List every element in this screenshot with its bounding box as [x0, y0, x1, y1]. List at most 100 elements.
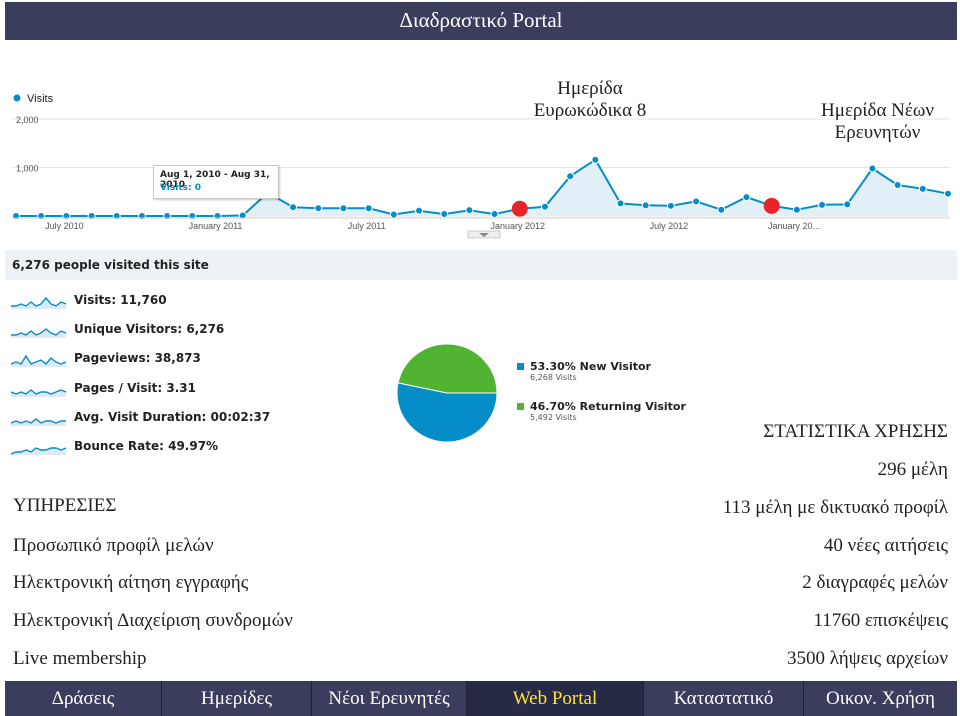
stat-item: 113 μέλη με δικτυακό προφίλ [722, 497, 948, 518]
chevron-down-icon [479, 233, 489, 237]
tooltip-date: Aug 1, 2010 - Aug 31, 2010 [160, 170, 270, 190]
sparkline-area [11, 329, 66, 339]
service-item[interactable]: Προσωπικό προφίλ μελών [13, 535, 214, 556]
audience-headline: 6,276 people visited this site [12, 258, 209, 272]
stat-item: 2 διαγραφές μελών [802, 572, 948, 593]
visitor-pie-chart [396, 343, 498, 443]
sparkline-area [11, 418, 66, 426]
data-point [742, 193, 751, 202]
metric-row: Unique Visitors: 6,276 [8, 319, 308, 339]
chart-tooltip: Aug 1, 2010 - Aug 31, 2010 Visits: 0 [153, 165, 279, 199]
service-item[interactable]: Ηλεκτρονική Διαχείριση συνδρομών [13, 610, 293, 631]
data-point [616, 199, 625, 208]
window-title: Διαδραστικό Portal [399, 8, 563, 32]
metric-label: Bounce Rate: 49.97% [74, 439, 219, 453]
nav-item-web-portal[interactable]: Web Portal [467, 681, 644, 716]
sparkline-area [11, 298, 66, 309]
legend-new-visitor: 53.30% New Visitor 6,268 Visits [517, 360, 651, 382]
stat-item: 11760 επισκέψεις [813, 610, 948, 631]
metric-row: Visits: 11,760 [8, 290, 308, 310]
data-point [314, 204, 323, 213]
nav-item-financial-use[interactable]: Οικον. Χρήση [826, 687, 935, 709]
nav-item-actions[interactable]: Δράσεις [5, 681, 162, 716]
sparkline-icon [10, 447, 67, 455]
stat-item: 296 μέλη [877, 459, 948, 480]
data-point [717, 205, 726, 214]
x-tick-label: July 2011 [348, 221, 386, 231]
data-point [540, 202, 549, 211]
sparkline-icon [10, 388, 67, 397]
highlighted-point [511, 200, 528, 217]
sparkline-icon [11, 296, 67, 309]
annotation-young-researchers: Ημερίδα Νέων Ερευνητών [800, 100, 955, 144]
legend-returning-pct: 46.70% [530, 400, 576, 413]
x-tick-label: July 2012 [650, 221, 689, 231]
legend-dot [13, 94, 21, 102]
data-point [364, 204, 373, 213]
chart-legend-label: Visits [27, 93, 54, 105]
nav-item-seminars[interactable]: Ημερίδες [162, 681, 312, 716]
service-item[interactable]: Live membership [13, 648, 147, 669]
metric-row: Pageviews: 38,873 [8, 348, 308, 368]
data-point [465, 206, 474, 215]
stat-item: 40 νέες αιτήσεις [823, 535, 948, 556]
legend-new-name: New Visitor [579, 360, 651, 373]
sparkline-icon [10, 355, 67, 368]
visits-chart-svg: Visits 2,000 1,000 July 2010 January 2011 Jul… [12, 93, 952, 239]
y-tick-label: 2,000 [16, 115, 39, 125]
bottom-nav: Δράσεις Ημερίδες Νέοι Ερευνητές Web Port… [5, 681, 957, 716]
y-tick-label: 1,000 [16, 164, 39, 174]
data-point [918, 184, 927, 193]
data-point [641, 201, 650, 210]
stats-heading: ΣΤΑΤΙΣΤΙΚΑ ΧΡΗΣΗΣ [763, 421, 948, 442]
services-heading: ΥΠΗΡΕΣΙΕΣ [13, 495, 117, 516]
legend-returning-name: Returning Visitor [579, 400, 686, 413]
stat-item: 3500 λήψεις αρχείων [786, 648, 948, 669]
data-point [440, 210, 449, 219]
legend-returning-visitor: 46.70% Returning Visitor 5,492 Visits [517, 400, 686, 422]
sparkline-icon [10, 417, 66, 426]
service-item[interactable]: Ηλεκτρονική αίτηση εγγραφής [13, 572, 249, 593]
data-point [238, 211, 247, 220]
sparkline-icon [11, 328, 67, 339]
sparkline-area [11, 448, 66, 455]
sparkline-line [10, 417, 66, 424]
x-tick-label: January 2011 [189, 221, 243, 231]
tooltip-value: Visits: 0 [160, 183, 201, 193]
legend-new-sub: 6,268 Visits [530, 373, 577, 382]
data-point [591, 155, 600, 164]
data-point [339, 204, 348, 213]
data-point [843, 200, 852, 209]
metric-label: Pages / Visit: 3.31 [74, 380, 196, 395]
data-point [792, 205, 801, 214]
data-point [868, 164, 877, 173]
metric-row: Avg. Visit Duration: 00:02:37 [8, 407, 308, 427]
annotation-young-researchers-text: Ημερίδα Νέων Ερευνητών [821, 100, 934, 143]
data-point [692, 197, 701, 206]
audience-summary-bar: 6,276 people visited this site [5, 250, 957, 280]
data-point [490, 210, 499, 219]
legend-new-pct: 53.30% [530, 360, 576, 373]
visits-chart: Visits 2,000 1,000 July 2010 January 2011 Jul… [0, 40, 960, 250]
sparkline-line [10, 447, 67, 455]
metric-label: Pageviews: 38,873 [74, 351, 201, 366]
data-point [893, 180, 902, 189]
nav-item-statute[interactable]: Καταστατικό [644, 681, 804, 716]
title-bar: Διαδραστικό Portal [5, 2, 957, 40]
metric-label: Avg. Visit Duration: 00:02:37 [74, 409, 271, 424]
annotation-eurocode: Ημερίδα Ευρωκώδικα 8 [515, 78, 665, 122]
legend-swatch-new [517, 363, 524, 370]
annotation-eurocode-text: Ημερίδα Ευρωκώδικα 8 [533, 78, 647, 121]
pie-slice [397, 343, 498, 394]
metric-label: Unique Visitors: 6,276 [74, 322, 225, 337]
pie-slice [396, 382, 498, 443]
visits-line [16, 158, 949, 217]
sparkline-line [10, 388, 67, 395]
data-point [415, 206, 424, 215]
nav-item-young-researchers[interactable]: Νέοι Ερευνητές [312, 681, 467, 716]
data-point [944, 189, 952, 198]
data-point [289, 203, 298, 212]
metric-row: Bounce Rate: 49.97% [8, 436, 308, 456]
legend-returning-sub: 5,492 Visits [530, 413, 577, 422]
x-tick-label: July 2010 [45, 221, 84, 231]
